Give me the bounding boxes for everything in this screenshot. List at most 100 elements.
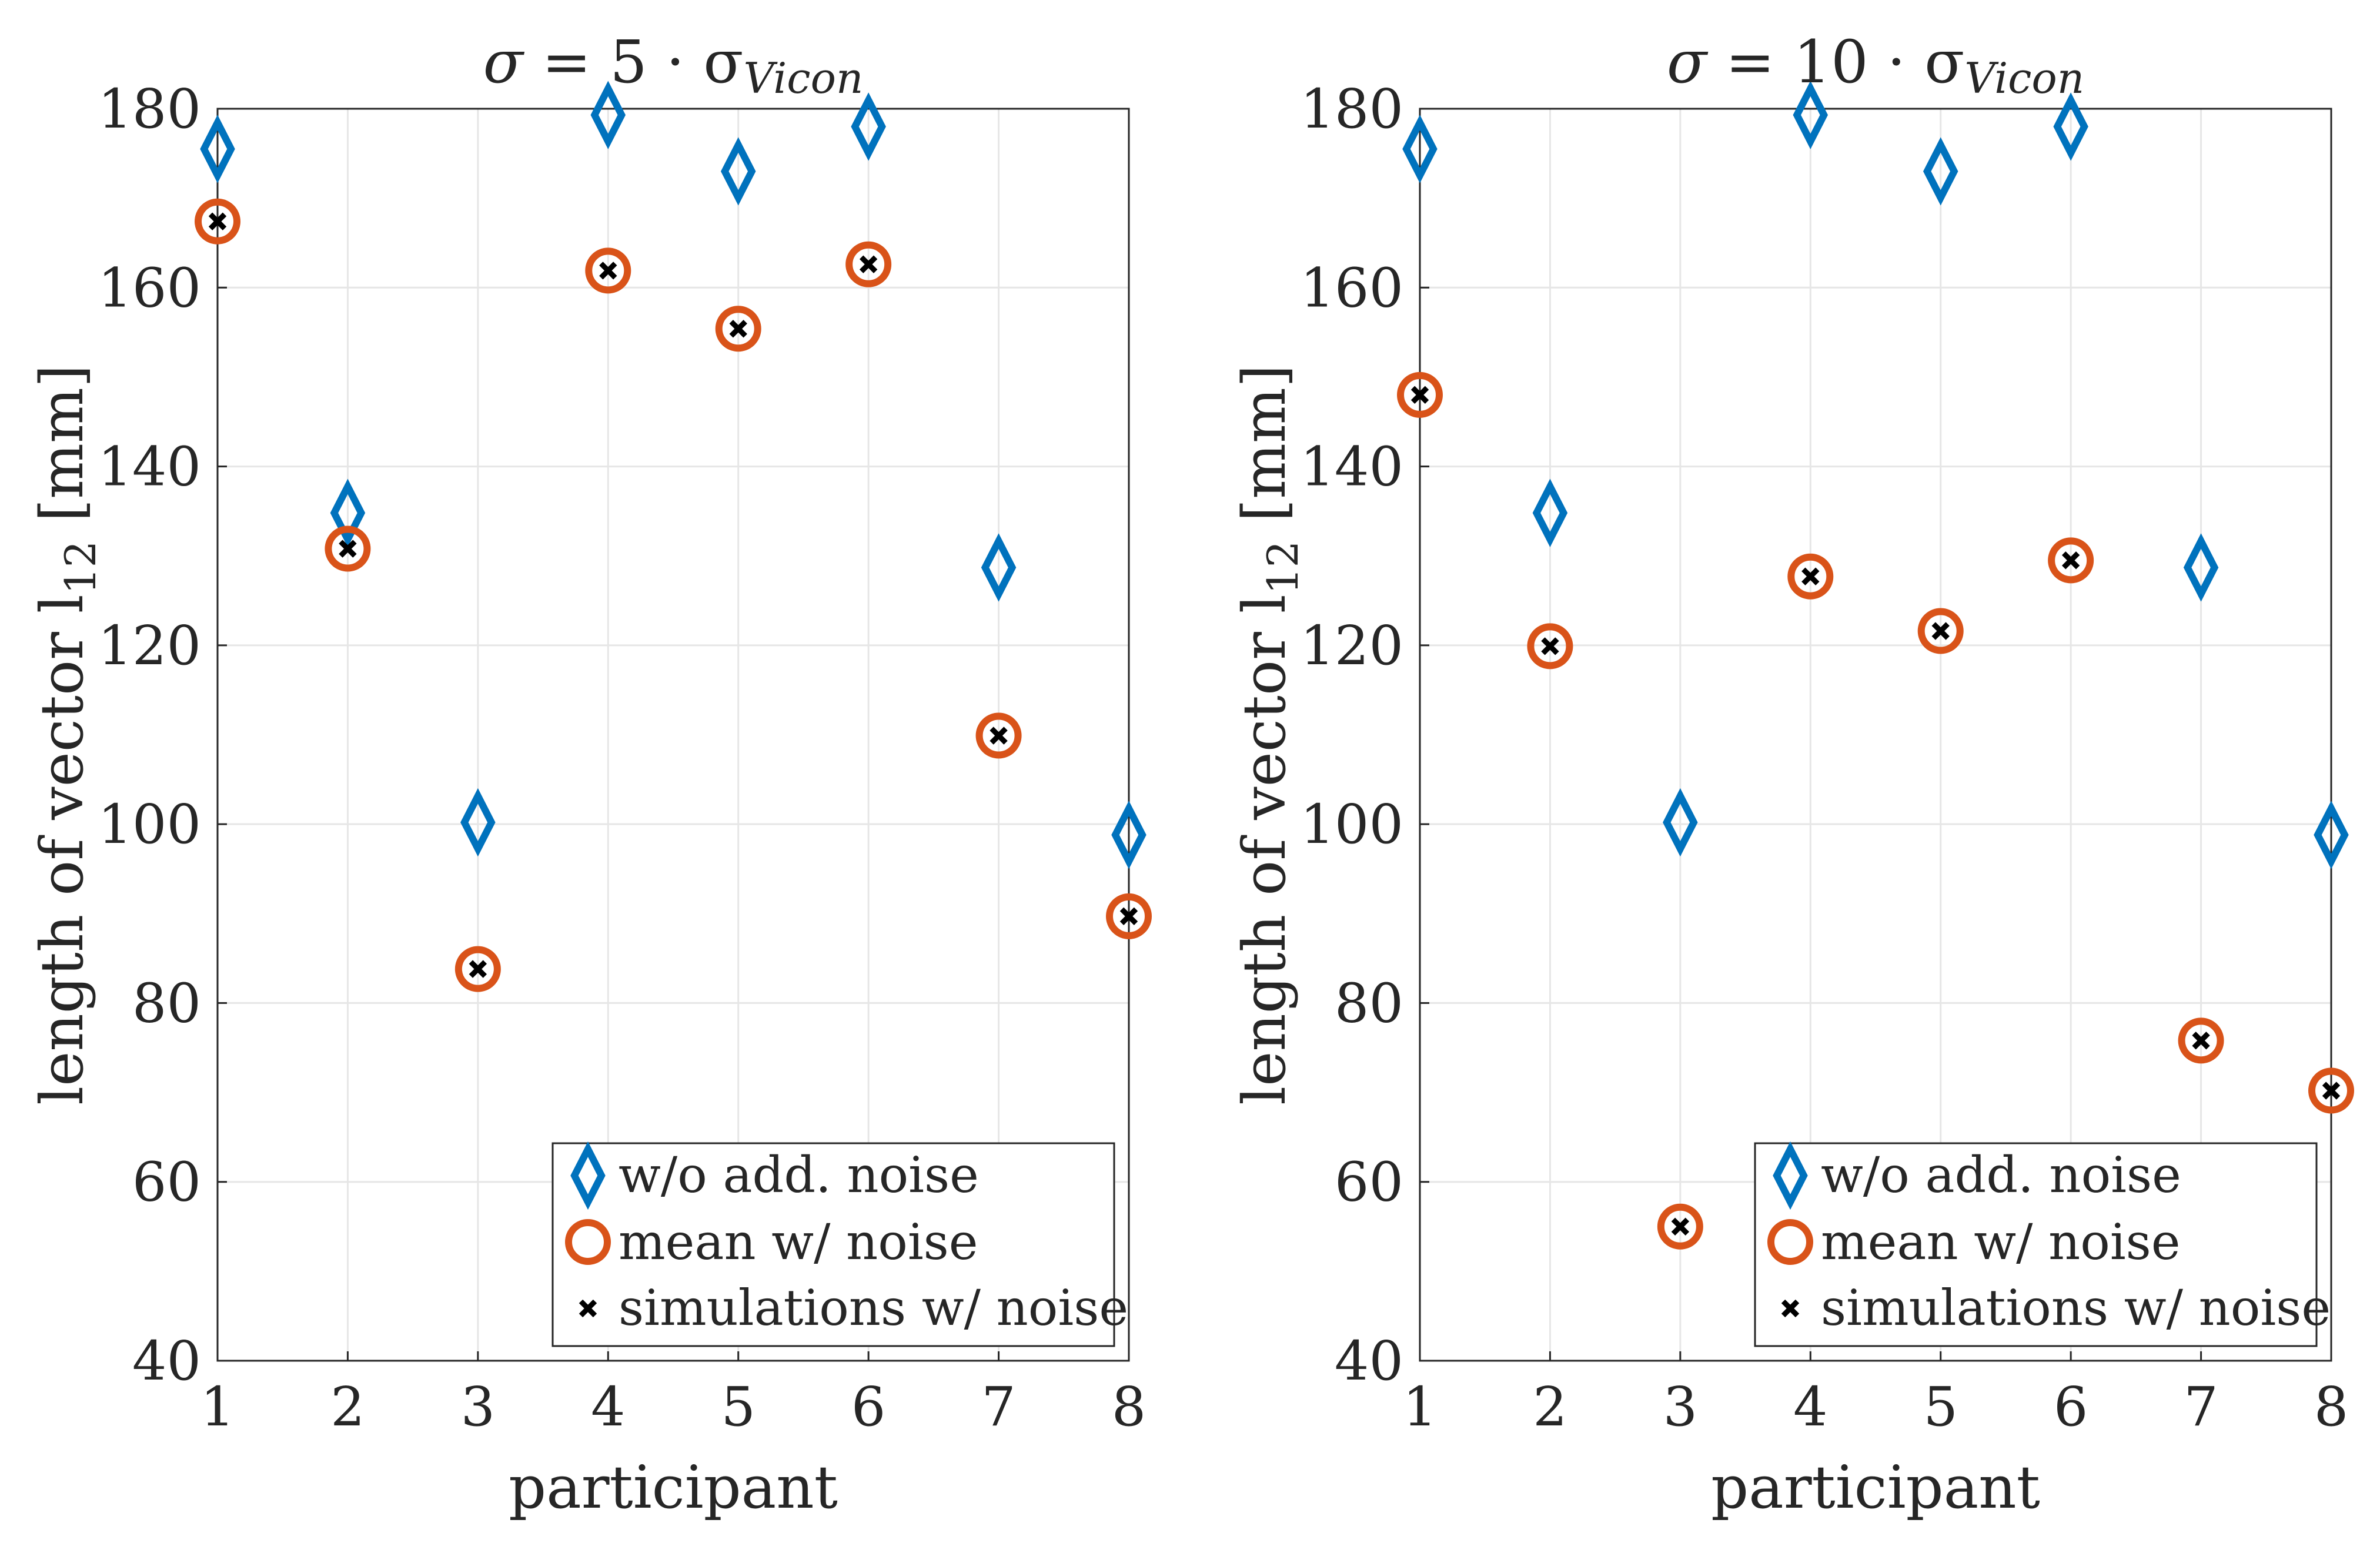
right-series-1-point-2: [1657, 1203, 1703, 1250]
left-series-0-point-7: [1111, 801, 1146, 869]
right-legend-entry-3: simulations w/ noise: [1781, 1279, 2331, 1337]
legend-diamond-icon: [570, 1141, 606, 1210]
left-series-1-point-3: [585, 247, 631, 294]
right-x-tick-label: 8: [2314, 1375, 2349, 1438]
left-x-tick-label: 5: [721, 1375, 756, 1438]
legend-label: mean w/ noise: [1821, 1213, 2181, 1271]
left-series-2-point-6: [990, 727, 1008, 745]
left-y-tick-label: 180: [98, 78, 201, 140]
right-y-axis-label: length of vector l12 [mm]: [1230, 364, 1308, 1105]
left-x-tick-label: 6: [851, 1375, 886, 1438]
left-y-ticks: 40 60 80 100 120 140 160 180: [98, 78, 227, 1392]
right-series-2-point-5: [2061, 551, 2080, 570]
left-legend-entry-2: mean w/ noise: [565, 1213, 978, 1271]
right-x-tick-label: 6: [2054, 1375, 2088, 1438]
right-series-2-point-4: [1931, 622, 1950, 640]
right-series-0-point-5: [2053, 92, 2088, 161]
left-x-tick-label: 1: [200, 1375, 235, 1438]
right-x-tick-label: 5: [1923, 1375, 1958, 1438]
left-axes-box: [216, 108, 1130, 1362]
right-y-tick-label: 100: [1300, 793, 1403, 856]
right-y-tick-label: 140: [1300, 436, 1403, 498]
right-series-0-point-0: [1402, 115, 1438, 183]
right-x-ticks: 1 2 3 4 5 6 7 8: [1403, 1351, 2349, 1438]
right-axes-box: [1419, 108, 2332, 1362]
left-legend: w/o add. noise mean w/ noise simulations…: [551, 1141, 1128, 1347]
left-x-ticks: 1 2 3 4 5 6 7 8: [200, 1351, 1146, 1438]
left-chart-title: σ = 5 · σVicon: [483, 28, 864, 103]
right-y-tick-label: 120: [1300, 614, 1403, 677]
legend-label: w/o add. noise: [619, 1146, 979, 1204]
left-legend-entry-3: simulations w/ noise: [579, 1279, 1128, 1337]
legend-label: w/o add. noise: [1821, 1146, 2181, 1204]
right-x-tick-label: 4: [1793, 1375, 1828, 1438]
left-series-1-point-5: [845, 241, 892, 287]
right-y-tick-label: 80: [1335, 972, 1403, 1035]
legend-label: mean w/ noise: [619, 1213, 978, 1271]
right-series-2-point-1: [1541, 637, 1559, 655]
legend-diamond-icon: [1773, 1141, 1808, 1210]
right-series-1-point-6: [2178, 1017, 2224, 1064]
right-x-tick-label: 2: [1533, 1375, 1567, 1438]
legend-label: simulations w/ noise: [619, 1279, 1128, 1337]
left-series-2-point-7: [1119, 907, 1138, 926]
right-x-axis-label: participant: [1711, 1453, 2040, 1522]
left-series-2-point-2: [469, 960, 487, 978]
right-y-tick-label: 40: [1335, 1330, 1403, 1392]
left-legend-box: [551, 1142, 1115, 1347]
right-series-2-point-7: [2322, 1082, 2341, 1100]
left-series-2-point-3: [599, 262, 617, 280]
left-y-tick-label: 60: [132, 1151, 201, 1214]
right-chart-title: σ = 10 · σVicon: [1667, 28, 2084, 103]
left-series-1-point-2: [454, 946, 501, 992]
left-series-1-point-7: [1106, 893, 1152, 939]
left-series-0-point-1: [330, 478, 366, 547]
right-series-0-point-1: [1532, 478, 1568, 547]
left-x-axis-label: participant: [509, 1453, 838, 1522]
left-y-tick-label: 80: [132, 972, 201, 1035]
right-y-tick-label: 60: [1335, 1151, 1403, 1214]
left-chart-panel: 40 60 80 100 120 140 160 180 1 2 3 4 5 6 7 8 σ = 5 · σ…: [28, 28, 1152, 1522]
left-x-tick-label: 4: [591, 1375, 626, 1438]
legend-circle-icon: [1767, 1219, 1813, 1265]
right-series-1-point-7: [2308, 1067, 2354, 1114]
right-series-0-point-7: [2314, 801, 2349, 869]
right-legend-entry-1: w/o add. noise: [1773, 1141, 2181, 1210]
right-legend-entry-2: mean w/ noise: [1767, 1213, 2181, 1271]
left-series-2-point-5: [859, 255, 878, 273]
right-chart-panel: 40 60 80 100 120 140 160 180 1 2 3 4 5 6 7 8 σ = 10 · …: [1230, 28, 2354, 1522]
right-x-tick-label: 7: [2184, 1375, 2218, 1438]
right-series-1-point-4: [1917, 608, 1964, 654]
left-series-2-point-4: [729, 320, 747, 338]
left-series-1-point-0: [195, 198, 240, 245]
left-series-0-point-3: [590, 81, 626, 149]
left-x-tick-label: 3: [461, 1375, 496, 1438]
left-y-tick-label: 100: [98, 793, 201, 856]
left-series-1-point-6: [975, 712, 1022, 759]
right-x-tick-label: 3: [1663, 1375, 1698, 1438]
left-y-axis-label: length of vector l12 [mm]: [28, 364, 105, 1105]
right-y-tick-label: 160: [1300, 256, 1403, 319]
left-series-2-point-1: [339, 540, 357, 558]
left-series-0-point-0: [200, 115, 235, 183]
left-series-1-point-1: [325, 525, 371, 572]
right-series-1-point-1: [1527, 623, 1573, 669]
right-series-2-point-2: [1671, 1217, 1690, 1236]
left-series-2-point-0: [208, 212, 227, 230]
legend-cross-icon: [579, 1299, 597, 1318]
left-y-tick-label: 140: [98, 436, 201, 498]
right-y-ticks: 40 60 80 100 120 140 160 180: [1300, 78, 1429, 1392]
left-series-0-point-5: [851, 92, 886, 161]
right-series-0-point-3: [1793, 81, 1829, 149]
left-x-tick-label: 8: [1112, 1375, 1146, 1438]
right-series-0-point-2: [1663, 788, 1698, 857]
right-series-1-point-3: [1787, 553, 1834, 600]
right-x-tick-label: 1: [1403, 1375, 1438, 1438]
left-legend-entry-1: w/o add. noise: [570, 1141, 979, 1210]
right-series-1-point-5: [2048, 537, 2094, 584]
right-series-0-point-4: [1923, 137, 1958, 206]
right-series-2-point-6: [2192, 1032, 2210, 1050]
legend-circle-icon: [565, 1219, 611, 1265]
right-markers: [1397, 81, 2354, 1250]
